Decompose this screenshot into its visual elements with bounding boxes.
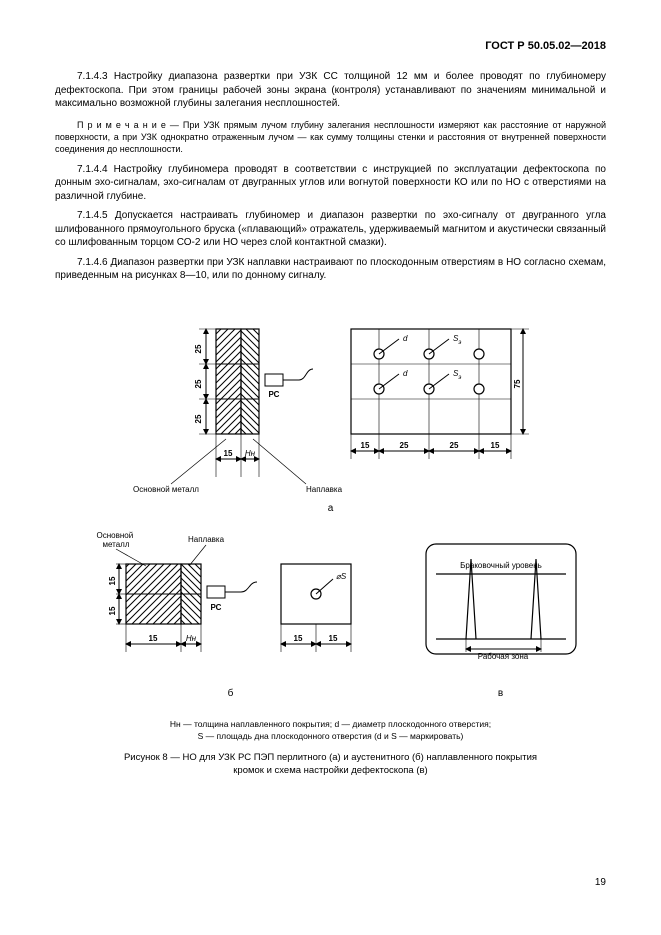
svg-text:25: 25 [194, 344, 203, 353]
svg-text:Браковочный уровень: Браковочный уровень [460, 561, 542, 570]
figure-8a-letter: а [55, 503, 606, 514]
svg-text:Наплавка: Наплавка [187, 535, 224, 544]
svg-text:15: 15 [490, 441, 499, 450]
para-7146: 7.1.4.6 Диапазон развертки при УЗК напла… [55, 256, 606, 283]
svg-text:15: 15 [293, 634, 302, 643]
para-7144: 7.1.4.4 Настройку глубиномера проводят в… [55, 163, 606, 204]
svg-text:РС: РС [210, 603, 221, 612]
svg-text:Hн: Hн [244, 449, 255, 458]
svg-text:25: 25 [194, 414, 203, 423]
figure-8c-letter: в [411, 688, 591, 699]
figure-8c: Браковочный уровень Рабочая зона в [411, 524, 591, 709]
svg-text:15: 15 [328, 634, 337, 643]
figure-8bc-row: Основной металл Наплавка РС [55, 524, 606, 709]
svg-text:25: 25 [449, 441, 458, 450]
svg-text:d: d [403, 334, 408, 343]
figure-8-legend: Hн — толщина наплавленного покрытия; d —… [55, 719, 606, 743]
svg-text:⌀S: ⌀S [336, 572, 347, 581]
page-number: 19 [55, 877, 606, 888]
svg-text:Наплавка: Наплавка [306, 485, 343, 494]
svg-text:15: 15 [108, 606, 117, 615]
svg-text:15: 15 [148, 634, 157, 643]
svg-text:РС: РС [268, 390, 279, 399]
svg-text:25: 25 [194, 379, 203, 388]
svg-text:25: 25 [399, 441, 408, 450]
svg-text:15: 15 [108, 576, 117, 585]
figure-8-caption: Рисунок 8 — НО для УЗК РС ПЭП перлитного… [55, 751, 606, 778]
figure-8b: Основной металл Наплавка РС [71, 524, 391, 709]
figure-8b-letter: б [71, 688, 391, 699]
svg-text:Hн: Hн [185, 634, 196, 643]
svg-text:Основной металл: Основной металл [133, 485, 199, 494]
note-1: П р и м е ч а н и е — При УЗК прямым луч… [55, 119, 606, 155]
doc-header: ГОСТ Р 50.05.02—2018 [55, 40, 606, 52]
svg-text:d: d [403, 369, 408, 378]
figure-8a: 15 Hн 25 25 25 РС [55, 299, 606, 514]
svg-text:Основной металл: Основной металл [96, 531, 135, 549]
svg-text:15: 15 [223, 449, 232, 458]
svg-text:15: 15 [360, 441, 369, 450]
para-7143: 7.1.4.3 Настройку диапазона развертки пр… [55, 70, 606, 111]
para-7145: 7.1.4.5 Допускается настраивать глубином… [55, 209, 606, 250]
svg-text:75: 75 [513, 379, 522, 388]
svg-text:Рабочая зона: Рабочая зона [477, 652, 528, 661]
page: ГОСТ Р 50.05.02—2018 7.1.4.3 Настройку д… [0, 0, 661, 918]
